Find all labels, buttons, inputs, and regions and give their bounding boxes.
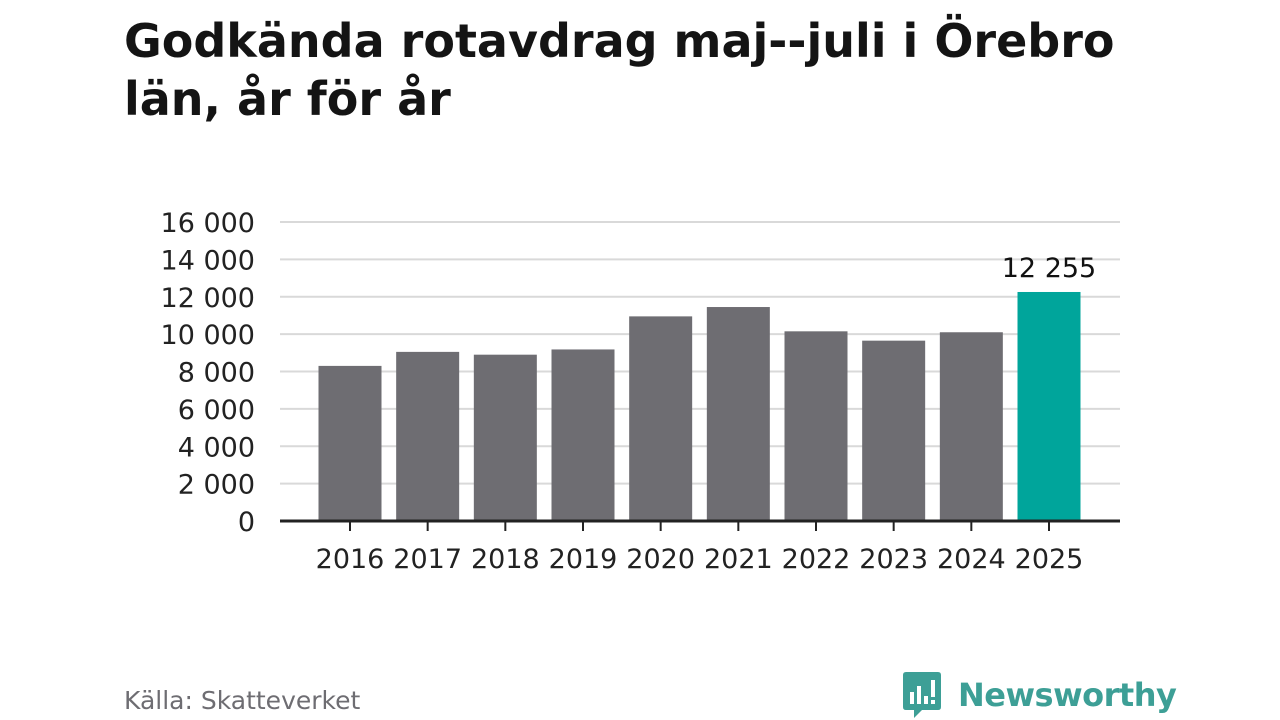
bar-2024 <box>939 332 1003 521</box>
y-tick-label: 10 000 <box>161 320 255 351</box>
x-tick-label: 2016 <box>316 544 385 575</box>
x-tick-label: 2021 <box>704 544 773 575</box>
bar-chart: 0 2 000 4 000 6 000 8 000 10 000 12 000 14 000 1… <box>161 208 1120 575</box>
x-tick-label: 2023 <box>859 544 928 575</box>
y-tick-label: 4 000 <box>178 432 255 463</box>
y-tick-label: 2 000 <box>178 470 255 501</box>
x-tick-label: 2017 <box>393 544 462 575</box>
y-tick-label: 8 000 <box>178 358 255 389</box>
y-tick-label: 16 000 <box>161 208 255 239</box>
y-axis-tick-labels: 0 2 000 4 000 6 000 8 000 10 000 12 000 14 000 1… <box>161 208 255 538</box>
bar-2019 <box>551 349 615 521</box>
y-tick-label: 6 000 <box>178 395 255 426</box>
brand-logo: Newsworthy <box>902 670 1177 720</box>
x-tick-label: 2020 <box>626 544 695 575</box>
bar-2022 <box>784 331 848 521</box>
x-tick-label: 2019 <box>549 544 618 575</box>
source-note: Källa: Skatteverket <box>124 686 361 715</box>
y-tick-label: 14 000 <box>161 245 255 276</box>
bar-2020 <box>629 316 693 521</box>
brand-name: Newsworthy <box>958 676 1177 714</box>
bar-2017 <box>396 351 460 521</box>
chart-title: Godkända rotavdrag maj--juli i Örebro lä… <box>124 14 1115 126</box>
data-label: 12 255 <box>1002 253 1096 284</box>
x-tick-label: 2022 <box>782 544 851 575</box>
data-labels: 12 255 <box>1002 253 1096 284</box>
x-tick-label: 2018 <box>471 544 540 575</box>
x-axis-tick-labels: 2016 2017 2018 2019 2020 2021 2022 2023 2024 2025 <box>316 544 1084 575</box>
x-tick-label: 2024 <box>937 544 1006 575</box>
newsworthy-logo-icon <box>903 672 941 718</box>
bar-2025 <box>1017 291 1081 521</box>
bar-2023 <box>862 340 926 521</box>
x-tick-label: 2025 <box>1015 544 1084 575</box>
y-tick-label: 0 <box>238 507 255 538</box>
bar-2016 <box>318 365 382 521</box>
x-axis <box>280 519 1120 531</box>
y-tick-label: 12 000 <box>161 283 255 314</box>
bar-2021 <box>706 307 770 521</box>
bar-2018 <box>473 354 537 521</box>
bars <box>318 291 1081 521</box>
